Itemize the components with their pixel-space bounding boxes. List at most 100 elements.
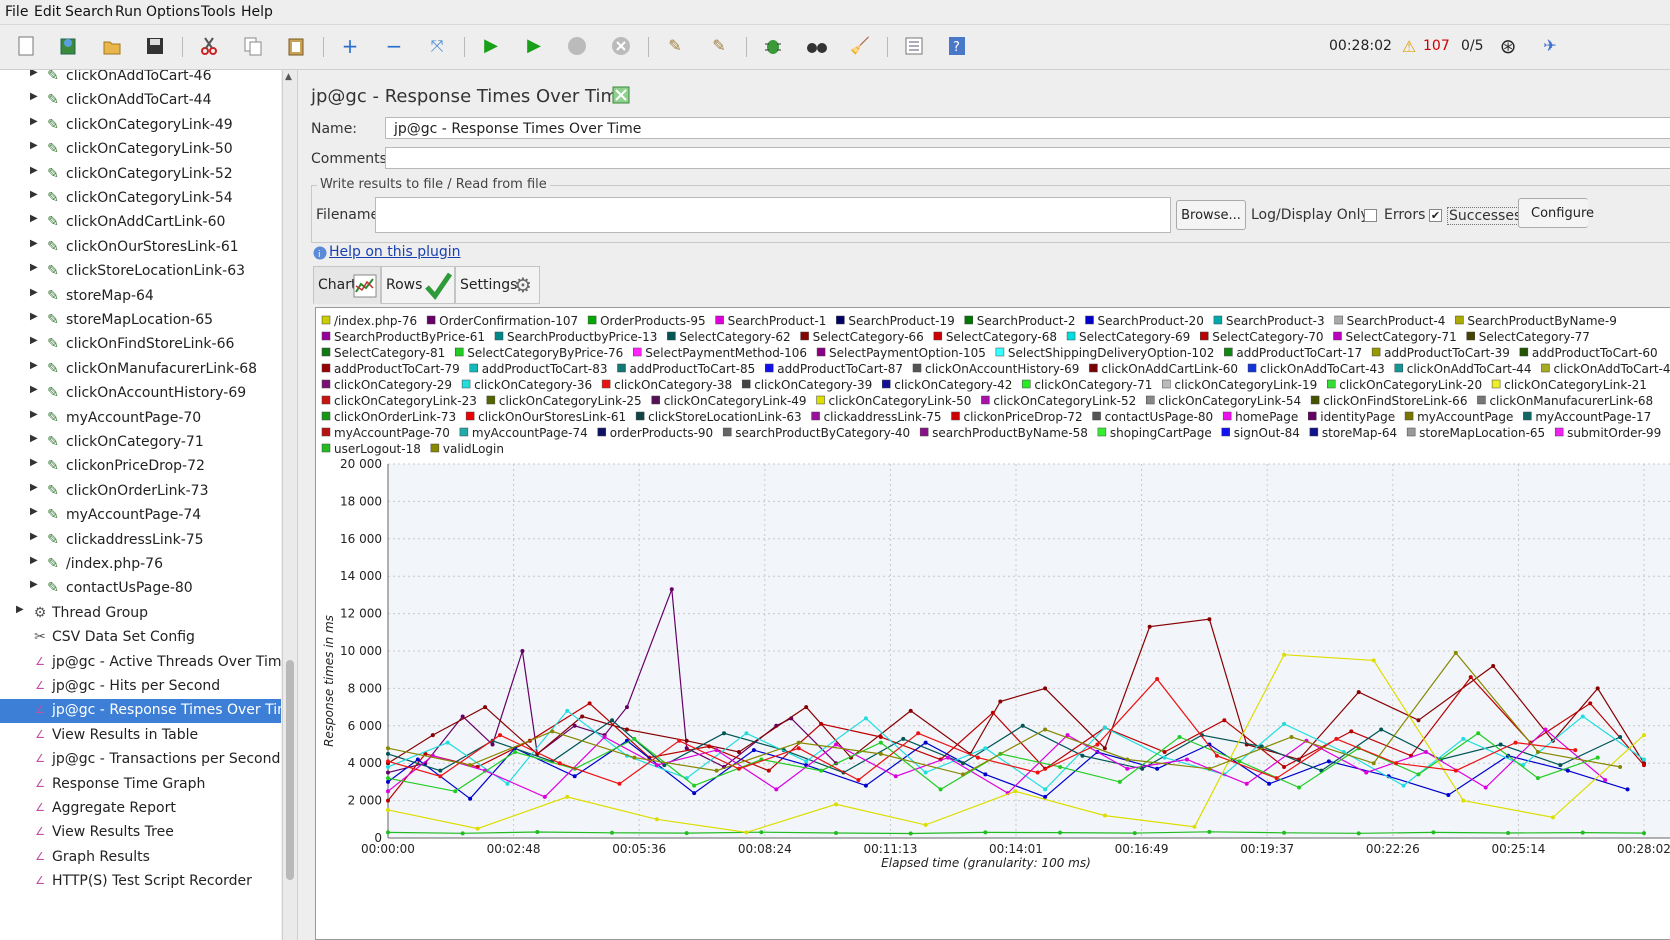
tree-item[interactable]: ∠ Aggregate Report — [0, 797, 281, 821]
tree-item[interactable]: ▶ ✎ contactUsPage-80 — [0, 577, 281, 601]
tree-item[interactable]: ▶ ✎ clickOnAddCartLink-60 — [0, 211, 281, 235]
expand-arrow-icon[interactable]: ▶ — [30, 237, 38, 249]
tree-item[interactable]: ▶ ✎ clickStoreLocationLink-63 — [0, 260, 281, 284]
errors-checkbox[interactable] — [1364, 209, 1377, 222]
search-icon[interactable] — [806, 35, 828, 57]
collapse-icon[interactable]: − — [385, 34, 403, 58]
remote-icon[interactable]: ✈ — [1543, 36, 1557, 55]
expand-arrow-icon[interactable]: ▶ — [30, 140, 38, 152]
menu-options[interactable]: Options — [146, 4, 201, 20]
scrollbar-thumb[interactable] — [286, 660, 294, 880]
browse-button[interactable]: Browse... — [1176, 200, 1246, 230]
tree-item[interactable]: ∠ jp@gc - Active Threads Over Time — [0, 651, 281, 675]
tree-item[interactable]: ✂ CSV Data Set Config — [0, 626, 281, 650]
expand-arrow-icon[interactable]: ▶ — [30, 164, 38, 176]
expand-arrow-icon[interactable]: ▶ — [30, 70, 38, 78]
tree-item[interactable]: ▶ ✎ clickOnAddToCart-46 — [0, 70, 281, 89]
tree-item[interactable]: ∠ View Results Tree — [0, 821, 281, 845]
tree-item[interactable]: ▶ ✎ storeMapLocation-65 — [0, 309, 281, 333]
tree-item[interactable]: ▶ ✎ clickOnAccountHistory-69 — [0, 382, 281, 406]
successes-checkbox[interactable]: ✔ — [1429, 209, 1442, 222]
tree-item[interactable]: ▶ ✎ clickOnCategory-71 — [0, 431, 281, 455]
tree-item[interactable]: ▶ ✎ clickOnFindStoreLink-66 — [0, 333, 281, 357]
tree-item[interactable]: ▶ ✎ clickonPriceDrop-72 — [0, 455, 281, 479]
filename-input[interactable] — [375, 197, 1171, 233]
expand-arrow-icon[interactable]: ▶ — [30, 189, 38, 200]
tab-settings[interactable]: Settings ⚙ — [455, 266, 540, 304]
comments-field[interactable] — [385, 147, 1670, 169]
clear-all-icon[interactable]: ✎ — [712, 36, 726, 55]
expand-arrow-icon[interactable]: ▶ — [30, 481, 38, 493]
paste-icon[interactable] — [285, 35, 307, 57]
menu-help[interactable]: Help — [241, 4, 273, 20]
tree-item[interactable]: ▶ ✎ clickOnCategoryLink-49 — [0, 114, 281, 138]
expand-arrow-icon[interactable]: ▶ — [30, 286, 38, 298]
menu-edit[interactable]: Edit — [34, 4, 62, 20]
remote-start-icon[interactable]: ⊛ — [1499, 34, 1517, 58]
clear-icon[interactable]: ✎ — [668, 36, 682, 55]
tree-item[interactable]: ▶ ✎ clickOnCategoryLink-54 — [0, 187, 281, 211]
open-icon[interactable] — [101, 35, 123, 57]
start-no-pause-icon[interactable]: ▶ — [527, 35, 541, 56]
tree-item[interactable]: ▶ ✎ /index.php-76 — [0, 553, 281, 577]
help-plugin-link[interactable]: Help on this plugin — [329, 244, 461, 260]
tab-chart[interactable]: Chart — [313, 266, 381, 304]
name-field[interactable]: jp@gc - Response Times Over Time — [385, 117, 1670, 139]
tree-scrollbar[interactable]: ▲ — [282, 70, 297, 940]
scroll-up-icon[interactable]: ▲ — [285, 72, 292, 82]
tree-item[interactable]: ▶ ✎ clickOnOurStoresLink-61 — [0, 236, 281, 260]
shutdown-icon[interactable] — [610, 35, 632, 57]
function-helper-icon[interactable] — [903, 35, 925, 57]
menu-search[interactable]: Search — [65, 4, 114, 20]
expand-panel-icon[interactable] — [612, 86, 630, 108]
expand-arrow-icon[interactable]: ▶ — [30, 311, 38, 322]
tree-item[interactable]: ▶ ✎ clickOnManufacurerLink-68 — [0, 358, 281, 382]
expand-arrow-icon[interactable]: ▶ — [30, 335, 38, 347]
help-icon[interactable]: ? — [946, 35, 968, 57]
copy-icon[interactable] — [242, 35, 264, 57]
expand-arrow-icon[interactable]: ▶ — [30, 433, 38, 444]
tree-item[interactable]: ▶ ✎ clickOnOrderLink-73 — [0, 480, 281, 504]
expand-arrow-icon[interactable]: ▶ — [30, 506, 38, 518]
tree-item[interactable]: ∠ Graph Results — [0, 846, 281, 870]
tree-item[interactable]: ▶ ✎ myAccountPage-74 — [0, 504, 281, 528]
templates-icon[interactable] — [57, 35, 79, 57]
debug-icon[interactable] — [762, 35, 784, 57]
warning-count[interactable]: 107 — [1423, 38, 1450, 54]
tree-item[interactable]: ∠ HTTP(S) Test Script Recorder — [0, 870, 281, 894]
cut-icon[interactable] — [198, 35, 220, 57]
tree-item[interactable]: ▶ ✎ clickOnCategoryLink-50 — [0, 138, 281, 162]
tree-item[interactable]: ∠ jp@gc - Transactions per Second — [0, 748, 281, 772]
expand-arrow-icon[interactable]: ▶ — [30, 555, 38, 566]
start-icon[interactable]: ▶ — [484, 35, 498, 56]
tab-rows[interactable]: Rows — [381, 266, 455, 304]
warning-icon[interactable]: ⚠ — [1401, 37, 1417, 56]
menu-tools[interactable]: Tools — [201, 4, 236, 20]
tree-item[interactable]: ▶ ✎ storeMap-64 — [0, 285, 281, 309]
expand-arrow-icon[interactable]: ▶ — [16, 603, 24, 615]
tree-item[interactable]: ▶ ✎ clickOnCategoryLink-52 — [0, 163, 281, 187]
expand-arrow-icon[interactable]: ▶ — [30, 408, 38, 420]
menu-file[interactable]: File — [5, 4, 29, 20]
tree-item[interactable]: ▶ ✎ myAccountPage-70 — [0, 407, 281, 431]
tree-item[interactable]: ▶ ✎ clickaddressLink-75 — [0, 529, 281, 553]
expand-arrow-icon[interactable]: ▶ — [30, 262, 38, 274]
expand-arrow-icon[interactable]: ▶ — [30, 213, 38, 225]
tree-item[interactable]: ▶ ⚙ Thread Group — [0, 602, 281, 626]
menu-run[interactable]: Run — [115, 4, 142, 20]
expand-arrow-icon[interactable]: ▶ — [30, 91, 38, 103]
stop-icon[interactable] — [566, 35, 588, 57]
reset-search-icon[interactable]: 🧹 — [850, 36, 870, 55]
expand-arrow-icon[interactable]: ▶ — [30, 359, 38, 371]
tree-item[interactable]: ∠ View Results in Table — [0, 724, 281, 748]
tree-item[interactable]: ▶ ✎ clickOnAddToCart-44 — [0, 89, 281, 113]
tree-item[interactable]: ∠ Response Time Graph — [0, 773, 281, 797]
expand-icon[interactable]: + — [341, 34, 359, 58]
expand-arrow-icon[interactable]: ▶ — [30, 457, 38, 469]
expand-arrow-icon[interactable]: ▶ — [30, 579, 38, 591]
toggle-icon[interactable]: ⤧ — [430, 36, 444, 55]
expand-arrow-icon[interactable]: ▶ — [30, 115, 38, 127]
new-icon[interactable] — [15, 35, 37, 57]
tree-item[interactable]: ∠ jp@gc - Response Times Over Time — [0, 699, 281, 724]
expand-arrow-icon[interactable]: ▶ — [30, 384, 38, 396]
